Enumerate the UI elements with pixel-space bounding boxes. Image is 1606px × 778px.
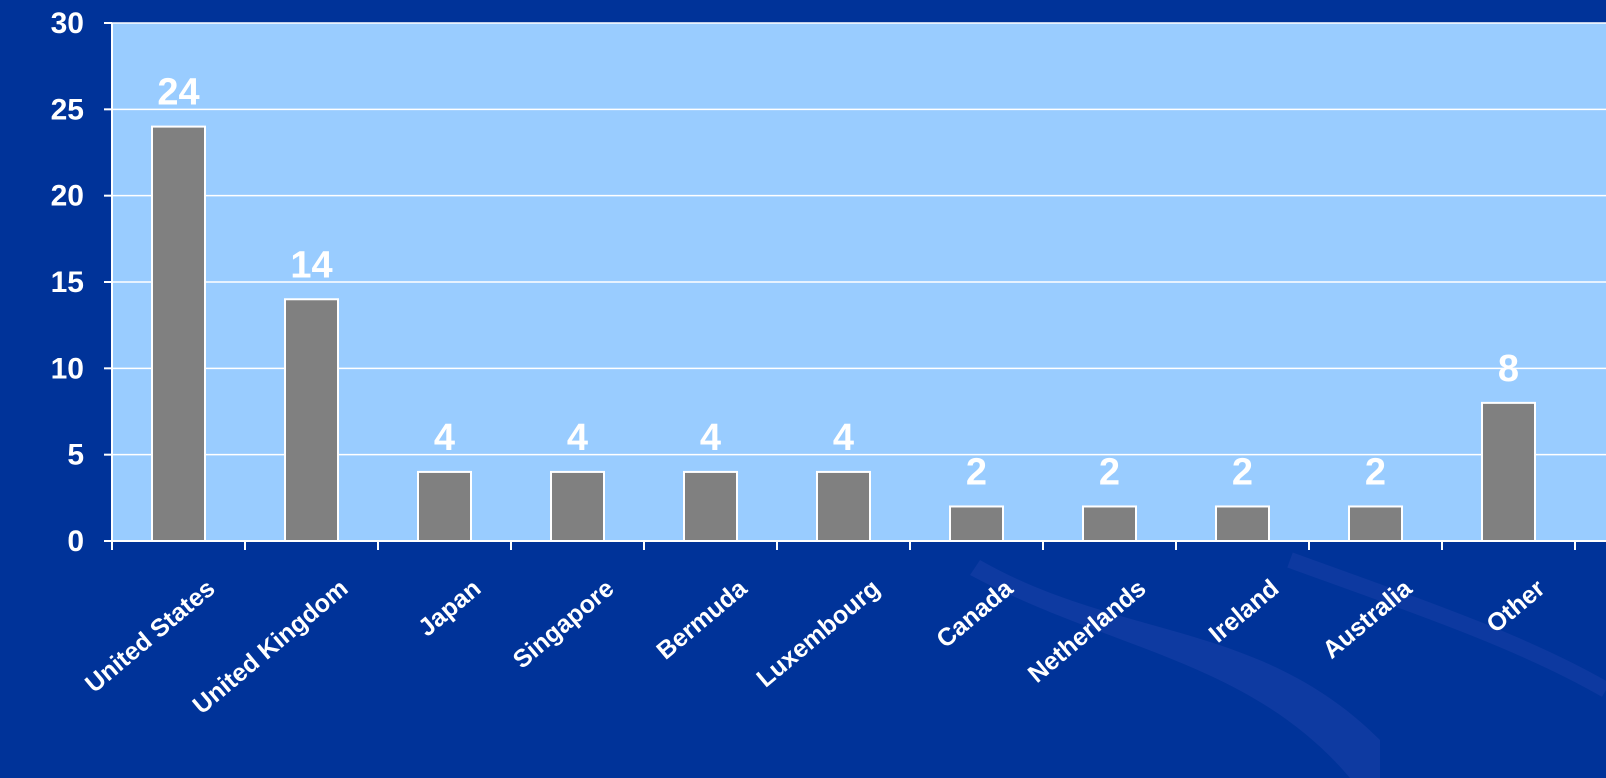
data-label: 4 — [567, 417, 588, 459]
y-axis-tick-labels: 0 5 10 15 20 25 30 — [51, 7, 84, 558]
y-tick-label: 20 — [51, 180, 84, 213]
data-label: 14 — [290, 244, 332, 286]
x-tick-label: United States — [80, 574, 220, 698]
data-labels: 24 14 4 4 4 4 2 2 2 2 8 — [157, 72, 1519, 494]
x-tick-label: Ireland — [1204, 574, 1285, 648]
gridlines — [104, 22, 1606, 542]
x-tick-label: Luxembourg — [751, 574, 885, 693]
x-tick-label: Canada — [931, 573, 1019, 653]
x-tick-label: Japan — [413, 574, 486, 642]
bar — [417, 470, 472, 542]
data-label: 2 — [1232, 451, 1253, 493]
y-tick-label: 30 — [51, 7, 84, 40]
data-label: 4 — [434, 417, 455, 459]
y-tick-label: 0 — [67, 525, 84, 558]
x-tick-label: Singapore — [508, 574, 620, 674]
data-label: 2 — [1365, 451, 1386, 493]
bar — [1348, 505, 1403, 543]
bar — [1215, 505, 1270, 543]
y-tick-label: 15 — [51, 266, 84, 299]
bar — [949, 505, 1004, 543]
bar — [1481, 401, 1536, 542]
background-swirl-curve — [1287, 552, 1606, 697]
bar — [683, 470, 738, 542]
bar — [1082, 505, 1137, 543]
data-label: 4 — [833, 417, 854, 459]
data-label: 4 — [700, 417, 721, 459]
bar — [816, 470, 871, 542]
x-tick-label: Other — [1481, 574, 1550, 638]
data-label: 2 — [966, 451, 987, 493]
y-tick-label: 25 — [51, 93, 84, 126]
x-tick-label: Bermuda — [651, 573, 753, 665]
bar — [151, 125, 206, 542]
bar — [284, 298, 339, 542]
data-label: 8 — [1498, 348, 1519, 390]
y-tick-label: 5 — [67, 439, 84, 472]
bar — [550, 470, 605, 542]
axes — [111, 23, 1606, 550]
data-label: 24 — [157, 72, 199, 114]
y-tick-label: 10 — [51, 352, 84, 385]
bars — [151, 125, 1536, 543]
data-label: 2 — [1099, 451, 1120, 493]
background-swirl — [970, 560, 1380, 778]
